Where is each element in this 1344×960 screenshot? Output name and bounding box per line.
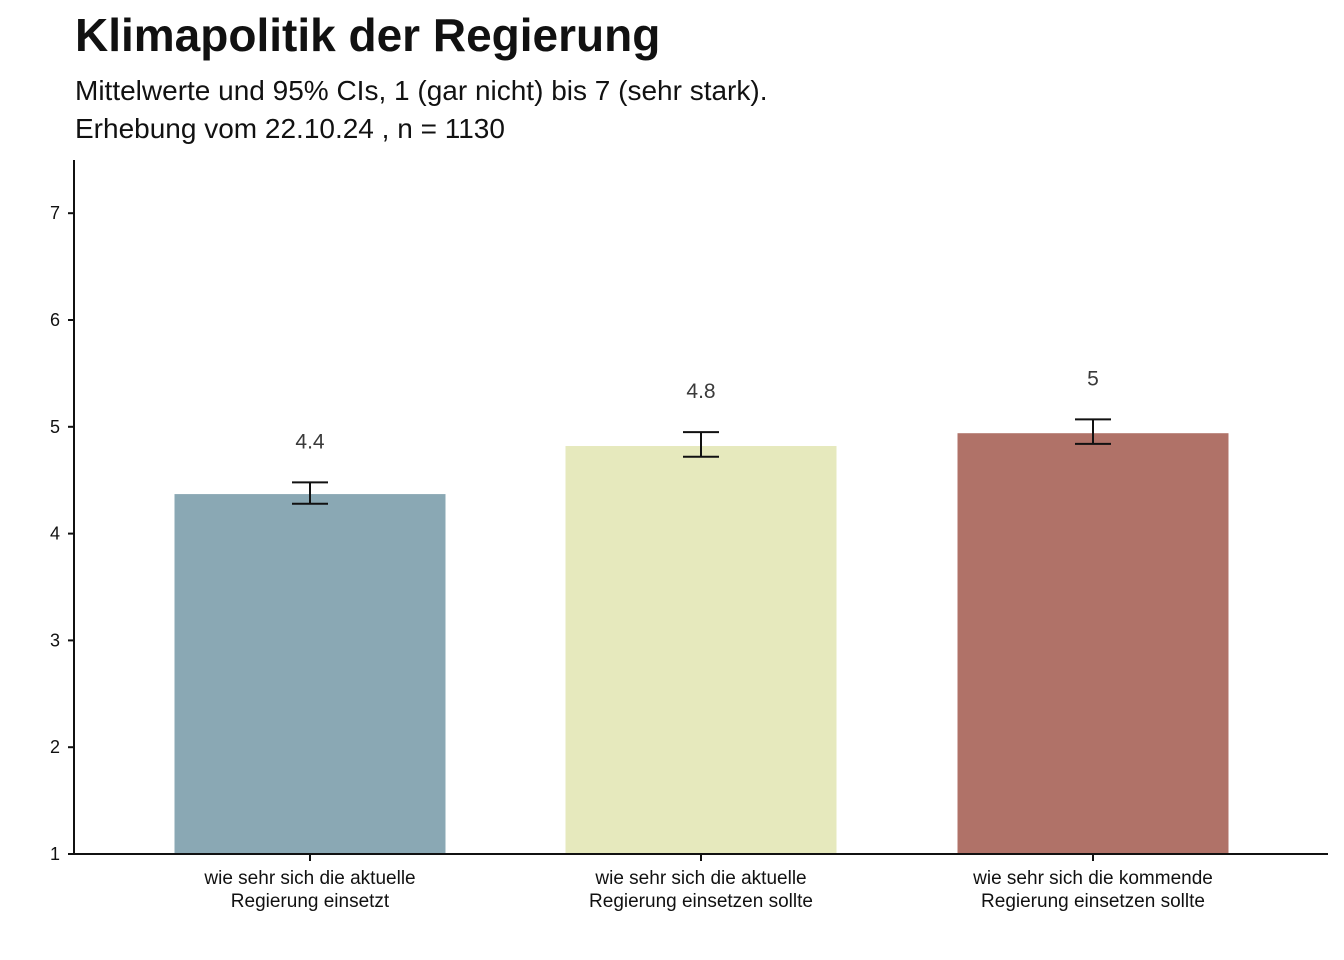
- bar: [565, 446, 837, 854]
- y-tick-label: 1: [50, 844, 60, 864]
- y-tick-label: 2: [50, 737, 60, 757]
- x-tick-label-line: Regierung einsetzen sollte: [981, 891, 1205, 912]
- bar: [174, 494, 446, 854]
- x-tick-label: wie sehr sich die aktuelle Regierung eins…: [589, 868, 813, 912]
- x-tick-label-line: wie sehr sich die aktuelle: [203, 868, 415, 889]
- y-tick-label: 4: [50, 524, 60, 544]
- x-tick-label-line: Regierung einsetzen sollte: [589, 891, 813, 912]
- bar: [957, 433, 1229, 854]
- data-label: 4.8: [686, 380, 715, 403]
- y-tick-label: 3: [50, 630, 60, 650]
- error-bar: [1075, 418, 1111, 445]
- data-labels: 4.4 4.8 5: [295, 367, 1098, 453]
- y-axis-ticks: 1 2 3 4 5 6 7: [50, 203, 74, 864]
- x-tick-label-line: Regierung einsetzt: [231, 891, 390, 912]
- x-axis-ticks: wie sehr sich die aktuelle Regierung eins…: [203, 854, 1213, 912]
- chart-title: Klimapolitik der Regierung: [75, 9, 661, 61]
- subtitle-line-1: Mittelwerte und 95% CIs, 1 (gar nicht) b…: [75, 75, 768, 106]
- error-bars: [292, 418, 1111, 505]
- y-tick-label: 5: [50, 417, 60, 437]
- x-tick-label-line: wie sehr sich die kommende: [972, 868, 1213, 889]
- y-tick-label: 7: [50, 203, 60, 223]
- x-tick-label: wie sehr sich die kommende Regierung eins…: [972, 868, 1213, 912]
- bars: [174, 433, 1229, 854]
- chart-subtitle: Mittelwerte und 95% CIs, 1 (gar nicht) b…: [75, 72, 767, 148]
- data-label: 4.4: [295, 430, 325, 453]
- y-tick-label: 6: [50, 310, 60, 330]
- x-tick-label: wie sehr sich die aktuelle Regierung eins…: [203, 868, 415, 912]
- error-bar: [292, 481, 328, 505]
- subtitle-line-2: Erhebung vom 22.10.24 , n = 1130: [75, 113, 505, 144]
- x-tick-label-line: wie sehr sich die aktuelle: [594, 868, 806, 889]
- error-bar: [683, 431, 719, 458]
- data-label: 5: [1087, 367, 1099, 390]
